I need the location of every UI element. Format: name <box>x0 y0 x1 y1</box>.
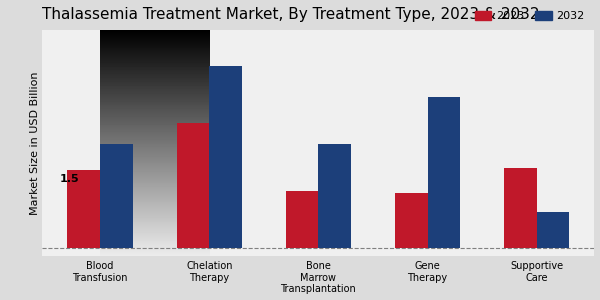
Bar <box>67 170 100 248</box>
Y-axis label: Market Size in USD Billion: Market Size in USD Billion <box>29 71 40 214</box>
Bar <box>504 167 536 248</box>
Text: Thalassemia Treatment Market, By Treatment Type, 2023 & 2032: Thalassemia Treatment Market, By Treatme… <box>43 7 540 22</box>
Bar <box>395 194 428 248</box>
Text: 1.5: 1.5 <box>60 174 79 184</box>
Bar <box>176 123 209 248</box>
Bar <box>100 144 133 248</box>
Bar <box>428 98 460 248</box>
Bar <box>536 212 569 248</box>
Bar <box>319 144 351 248</box>
Bar <box>286 191 319 248</box>
Legend: 2023, 2032: 2023, 2032 <box>470 6 589 26</box>
Bar <box>209 66 242 248</box>
